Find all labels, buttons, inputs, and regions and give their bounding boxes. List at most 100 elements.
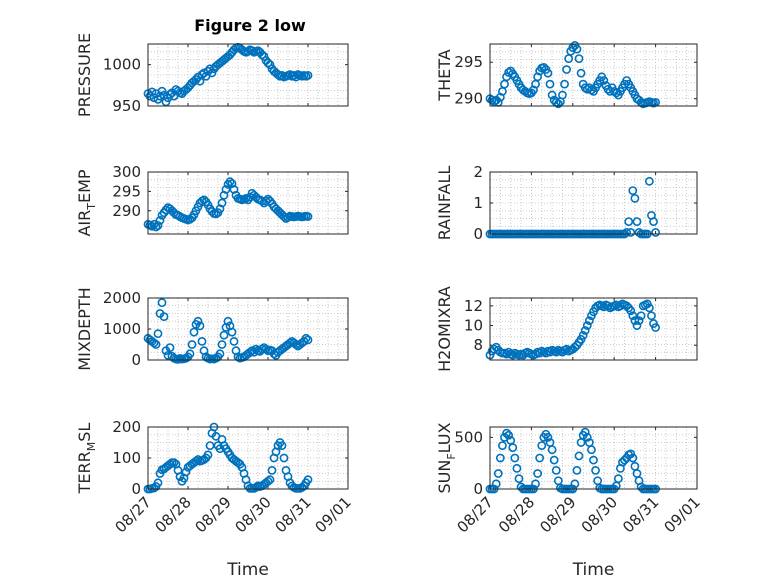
data-point — [582, 432, 592, 442]
y-tick-label: 290 — [112, 202, 141, 220]
data-point — [149, 338, 159, 348]
data-point — [495, 453, 505, 463]
data-point — [628, 311, 638, 321]
data-point — [628, 186, 638, 195]
data-point — [508, 350, 518, 360]
data-point — [491, 479, 501, 489]
y-tick-label: 2 — [473, 163, 483, 181]
y-tick-label: 0 — [473, 225, 483, 243]
y-axis-label: RAINFALL — [435, 166, 454, 241]
data-point — [649, 217, 658, 226]
data-point — [651, 323, 660, 332]
data-point — [551, 347, 561, 357]
axes-box — [489, 171, 698, 235]
y-tick-label: 0 — [473, 480, 483, 498]
data-point — [285, 338, 295, 348]
data-point — [223, 316, 233, 326]
subplot-4: 0 1 2 RAINFALL — [435, 163, 698, 243]
data-point — [562, 65, 571, 74]
data-point — [508, 443, 518, 453]
series-markers — [143, 177, 313, 232]
figure-title: Figure 2 low — [194, 16, 306, 35]
y-axis-label: SUNFLUX — [435, 422, 458, 493]
axes-box — [489, 297, 698, 361]
data-point — [217, 198, 227, 208]
axes-box — [489, 426, 698, 490]
data-point — [157, 298, 167, 308]
data-point — [537, 441, 547, 450]
y-tick-label: 0 — [131, 351, 141, 369]
data-point — [616, 301, 625, 311]
data-point — [263, 58, 273, 68]
y-axis-label: THETA — [435, 49, 454, 101]
data-point — [265, 475, 275, 485]
data-point — [267, 465, 277, 475]
data-point — [498, 441, 507, 450]
data-point — [630, 193, 640, 203]
subplot-5: 0 1000 2000 MIXDEPTH — [75, 287, 349, 371]
data-point — [545, 79, 555, 89]
data-point — [510, 453, 520, 463]
x-axis-label: Time — [226, 560, 269, 580]
data-point — [303, 71, 313, 80]
grid — [490, 172, 697, 234]
data-point — [161, 97, 171, 107]
data-point — [151, 340, 161, 349]
y-tick-label: 200 — [112, 418, 141, 436]
data-point — [289, 71, 299, 80]
data-point — [221, 185, 231, 194]
data-point — [611, 300, 621, 310]
y-tick-label: 1000 — [103, 320, 141, 338]
series-markers — [485, 299, 660, 360]
data-point — [553, 99, 563, 109]
data-point — [161, 205, 171, 215]
data-point — [576, 68, 586, 78]
data-point — [580, 427, 590, 437]
data-point — [247, 346, 257, 356]
y-tick-label: 100 — [112, 449, 141, 467]
data-point — [572, 465, 582, 475]
data-point — [587, 445, 596, 455]
data-point — [514, 474, 524, 484]
data-point — [241, 193, 251, 203]
series-markers — [485, 41, 660, 109]
data-point — [632, 321, 642, 330]
data-point — [229, 336, 239, 346]
data-point — [647, 311, 656, 321]
data-point — [247, 46, 257, 56]
data-point — [493, 469, 503, 478]
data-point — [303, 475, 313, 485]
data-point — [151, 222, 161, 232]
data-point — [572, 44, 582, 54]
data-point — [626, 228, 636, 237]
data-point — [225, 177, 235, 187]
y-tick-label: 290 — [454, 90, 483, 108]
data-point — [504, 430, 514, 440]
data-point — [251, 483, 261, 492]
data-point — [611, 88, 621, 98]
data-point — [634, 316, 644, 326]
data-point — [589, 455, 598, 465]
data-point — [205, 441, 215, 450]
data-point — [157, 86, 167, 96]
data-point — [189, 327, 199, 337]
data-point — [227, 327, 237, 337]
data-point — [644, 303, 654, 313]
data-point — [578, 330, 588, 340]
data-point — [261, 344, 271, 354]
data-point — [551, 465, 561, 475]
data-point — [195, 321, 205, 331]
data-point — [303, 335, 313, 345]
data-point — [599, 76, 609, 85]
data-point — [181, 467, 191, 477]
data-point — [620, 455, 629, 465]
data-point — [277, 441, 287, 450]
data-point — [153, 221, 163, 230]
x-axis-label: Time — [572, 560, 615, 580]
data-point — [243, 47, 253, 56]
data-point — [185, 349, 195, 359]
data-point — [651, 228, 660, 237]
